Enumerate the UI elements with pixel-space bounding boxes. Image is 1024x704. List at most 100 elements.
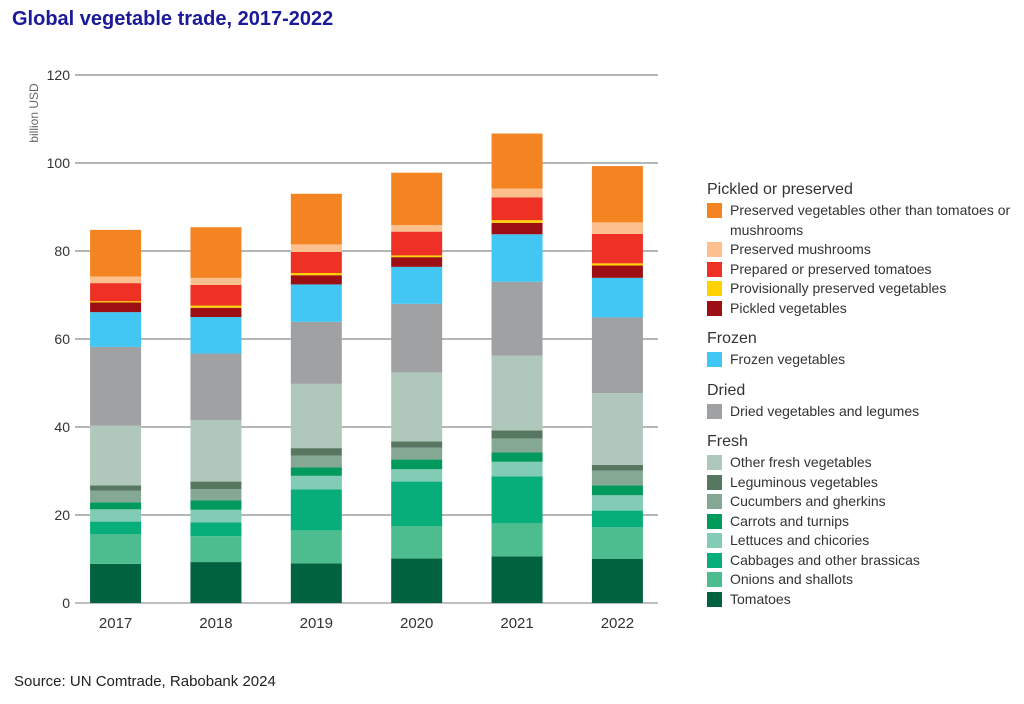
bar-segment <box>491 234 543 282</box>
legend-swatch <box>707 513 722 529</box>
bar-segment <box>190 489 242 501</box>
y-tick-label: 80 <box>54 243 70 259</box>
bar-segment <box>391 303 443 373</box>
legend-label: Leguminous vegetables <box>730 473 878 490</box>
bar-segment <box>90 302 142 313</box>
bar-segment <box>591 263 643 266</box>
bar-segment <box>591 495 643 511</box>
legend-swatch <box>707 261 722 277</box>
legend-group: Frozen Frozen vegetables <box>707 329 1017 370</box>
legend-swatch <box>707 242 722 257</box>
legend-item: Onions and shallots <box>707 570 1017 590</box>
bar-segment <box>190 419 242 482</box>
bar-segment <box>591 485 643 496</box>
legend-label: Lettuces and chicories <box>730 532 870 548</box>
bar-segment <box>491 222 543 235</box>
bar-segment <box>391 172 443 226</box>
x-tick-label: 2018 <box>199 615 232 632</box>
legend-item: Tomatoes <box>707 590 1017 610</box>
legend-group-heading: Dried <box>707 381 746 399</box>
bar-segment <box>90 509 142 522</box>
bar-segment <box>591 233 643 264</box>
legend-item: Preserved mushrooms <box>707 240 1017 260</box>
bar-segment <box>90 534 142 564</box>
bar-segment <box>491 220 543 223</box>
bar-segment <box>290 284 342 322</box>
legend-label: Dried vegetables and legumes <box>730 402 920 419</box>
bar-segment <box>591 527 643 559</box>
bar-segment <box>391 255 443 258</box>
legend-group: Pickled or preserved Preserved vegetables… <box>707 180 1017 318</box>
legend-item: Cucumbers and gherkins <box>707 492 1017 512</box>
chart-title: Global vegetable trade, 2017-2022 <box>12 8 334 30</box>
bar-segment <box>90 283 142 302</box>
x-tick-label: 2020 <box>400 615 433 632</box>
legend-swatch <box>707 281 722 296</box>
bar-segment <box>290 383 342 449</box>
bar-segment <box>190 522 242 537</box>
bar-segment <box>90 485 142 491</box>
bar-segment <box>591 317 643 394</box>
bar-segment <box>190 317 242 354</box>
y-tick-label: 40 <box>54 419 70 435</box>
legend-swatch <box>707 533 722 548</box>
legend-swatch <box>707 352 722 367</box>
bar-segment <box>290 244 342 252</box>
legend-label: Preserved vegetables other than tomatoes… <box>730 202 1011 238</box>
legend-swatch <box>707 494 722 509</box>
legend-item: Carrots and turnips <box>707 512 1017 532</box>
bar-segment <box>90 425 142 486</box>
legend-item: Pickled vegetables <box>707 299 1017 319</box>
bar-segment <box>90 346 142 426</box>
bar-segment <box>491 355 543 431</box>
legend-group-heading: Pickled or preserved <box>707 181 853 198</box>
legend-swatch <box>707 300 722 316</box>
legend-swatch <box>707 403 722 419</box>
legend-swatch <box>707 455 722 470</box>
legend-label: Frozen vegetables <box>730 351 846 367</box>
legend-item: Cabbages and other brassicas <box>707 551 1017 571</box>
legend-swatch <box>707 474 722 490</box>
bar-segment <box>491 476 543 524</box>
bar-segment <box>591 510 643 528</box>
legend-label: Pickled vegetables <box>730 299 847 316</box>
legend-swatch <box>707 572 722 587</box>
bar-segment <box>391 469 443 482</box>
legend-swatch <box>707 591 722 607</box>
bar-segment <box>290 475 342 490</box>
legend: Pickled or preserved Preserved vegetables… <box>707 180 1017 620</box>
bar-segment <box>491 556 543 603</box>
bar-segment <box>391 266 443 304</box>
bar-segment <box>290 530 342 564</box>
legend-label: Prepared or preserved tomatoes <box>730 260 932 277</box>
bar-segment <box>290 275 342 285</box>
bar-segment <box>391 441 443 448</box>
bar-segment <box>591 222 643 234</box>
legend-group-heading: Frozen <box>707 330 757 347</box>
legend-item: Other fresh vegetables <box>707 453 1017 473</box>
bar-segment <box>190 500 242 510</box>
x-tick-label: 2019 <box>300 615 333 632</box>
bar-segment <box>290 455 342 468</box>
bar-segment <box>491 133 543 189</box>
bar-segment <box>391 231 443 256</box>
bar-segment <box>491 188 543 198</box>
source-note: Source: UN Comtrade, Rabobank 2024 <box>14 673 276 690</box>
bar-segment <box>391 257 443 267</box>
bar-segment <box>90 521 142 535</box>
legend-item: Provisionally preserved vegetables <box>707 279 1017 299</box>
legend-item: Prepared or preserved tomatoes <box>707 260 1017 280</box>
y-tick-label: 120 <box>47 67 71 83</box>
bar-segment <box>190 227 242 278</box>
bar-segment <box>391 447 443 460</box>
legend-label: Onions and shallots <box>730 571 853 587</box>
bar-segment <box>190 509 242 523</box>
bar-segment <box>591 166 643 223</box>
bar-segment <box>90 301 142 303</box>
legend-label: Tomatoes <box>730 590 791 607</box>
legend-item: Lettuces and chicories <box>707 531 1017 551</box>
bar-segment <box>591 265 643 278</box>
legend-label: Other fresh vegetables <box>730 454 872 470</box>
x-tick-label: 2021 <box>500 615 533 632</box>
